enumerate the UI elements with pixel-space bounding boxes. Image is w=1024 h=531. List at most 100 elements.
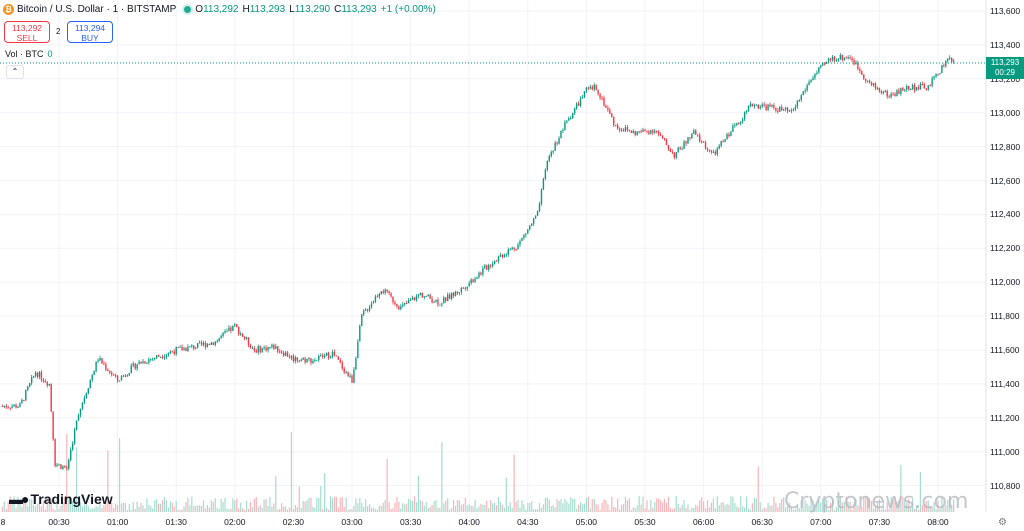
volume-bar [68,498,70,512]
candle-body [728,134,730,137]
candle-body [425,295,427,297]
volume-bars [1,432,955,512]
candle-body [282,352,285,356]
volume-bar [249,501,252,512]
volume-bar [767,502,769,512]
candle-body [638,131,640,133]
volume-bar [83,504,85,512]
volume-bar [109,502,111,512]
candle-body [806,85,808,91]
volume-bar [935,508,937,512]
candle-body [368,307,371,311]
candle-body [577,103,580,106]
volume-bar [927,500,929,512]
candle-body [404,302,406,305]
volume-bar [25,503,27,512]
candle-body [263,347,265,349]
volume-bar [665,502,668,512]
candle-body [95,361,97,372]
candle-body [405,302,408,304]
volume-bar [349,509,351,512]
candle-body [630,131,633,133]
candle-body [529,225,531,230]
candle-body [269,347,271,349]
candle-body [146,362,148,364]
candle-body [111,372,113,375]
candle-body [531,223,533,226]
candle-body [708,149,711,151]
candle-body [740,121,742,124]
chart-settings-icon[interactable]: ⚙ [998,517,1007,528]
candle-body [726,134,728,140]
candle-body [650,130,652,134]
volume-bar [341,497,343,512]
volume-bar [724,504,726,512]
candle-body [333,351,336,356]
volume-bar [329,496,332,512]
candle-body [353,369,355,383]
volume-bar [642,496,644,512]
volume-bar [519,507,521,512]
volume-label: Vol · BTC [5,49,44,59]
volume-bar [259,505,261,512]
candle-body [341,362,343,369]
volume-bar [529,502,531,512]
symbol-title[interactable]: Bitcoin / U.S. Dollar · 1 · BITSTAMP [17,3,177,15]
time-tick-label: 05:00 [575,517,598,527]
candle-body [906,85,908,90]
candle-body [909,88,912,90]
volume-bar [273,503,275,512]
candle-body [5,405,7,408]
volume-bar [546,497,548,512]
sell-button[interactable]: 113,292 SELL [4,21,50,43]
candle-body [589,86,592,89]
volume-bar [853,503,855,512]
volume-bar [306,500,308,512]
candle-body [804,90,806,92]
candle-body [749,103,752,107]
volume-legend[interactable]: Vol · BTC 0 [5,49,53,59]
candle-body [161,356,164,359]
volume-bar [671,509,673,512]
buy-button[interactable]: 113,294 BUY [67,21,113,43]
volume-bar [181,509,183,512]
volume-bar [419,500,421,512]
candle-body [29,383,31,387]
candle-body [15,404,17,408]
candle-body [911,85,914,89]
volume-bar [632,507,634,512]
volume-bar [615,507,617,512]
volume-bar [892,499,894,512]
market-status-icon [184,5,192,13]
volume-bar [392,508,394,512]
candle-body [591,86,593,90]
volume-bar [54,509,56,512]
time-tick-label: 01:30 [165,517,187,527]
candle-body [562,130,564,132]
candle-body [474,278,476,282]
candle-body [839,54,842,60]
volume-bar [753,497,755,512]
volume-bar [50,498,52,512]
candle-body [640,131,642,133]
candle-body [484,265,486,269]
volume-bar [786,506,789,512]
volume-bar [402,503,404,512]
volume-bar [261,508,263,512]
volume-bar [847,501,849,512]
volume-bar [509,502,511,512]
collapse-legend-button[interactable]: ⌃ [6,65,24,79]
tradingview-logo[interactable]: ▬● TradingView [9,491,113,507]
volume-bar [484,504,486,512]
volume-bar [310,497,312,512]
volume-bar [921,505,923,512]
candle-body [191,345,193,347]
candle-body [245,337,248,339]
candle-body [374,296,377,302]
volume-bar [818,499,820,512]
volume-bar [898,500,900,512]
candle-body [372,301,375,304]
candle-body [9,407,11,409]
volume-bar [558,501,560,512]
